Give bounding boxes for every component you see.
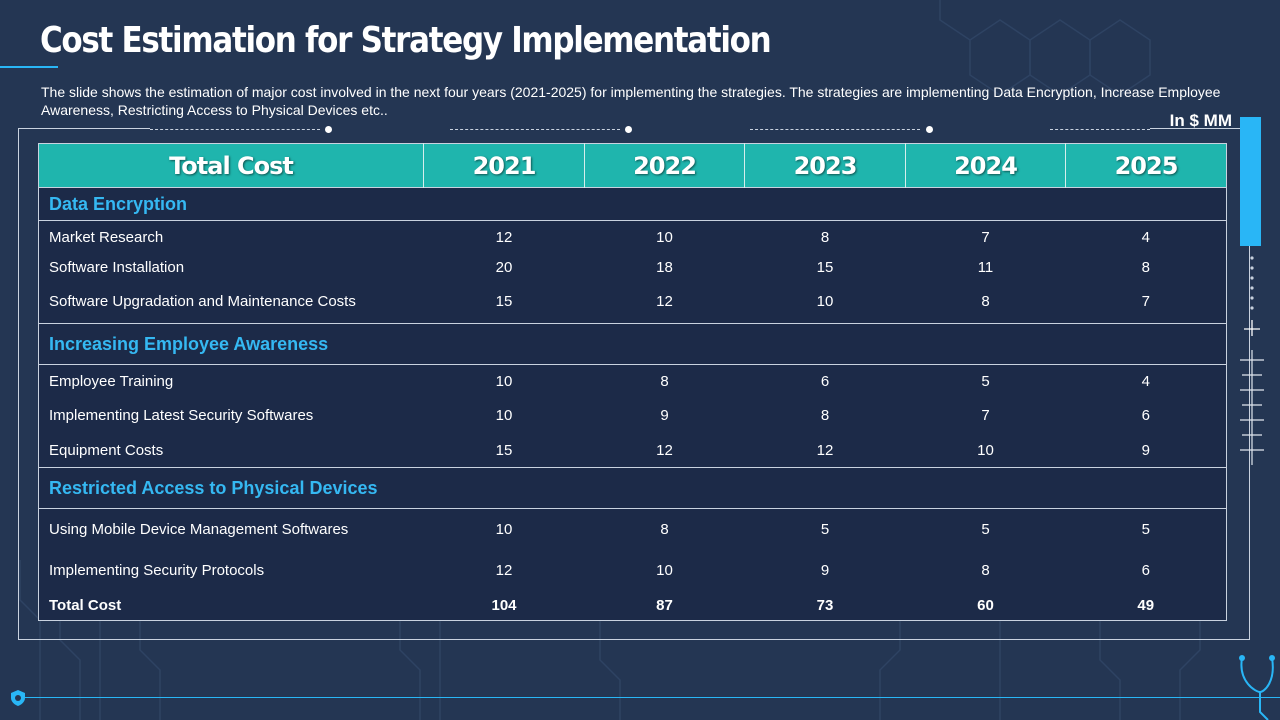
dashed-divider: [750, 129, 920, 130]
row-label: Employee Training: [49, 372, 174, 390]
cell-value: 8: [660, 520, 669, 538]
total-value: 73: [816, 596, 834, 614]
cell-value: 15: [495, 293, 513, 311]
cell-value: 8: [981, 293, 990, 311]
table-row: Implementing Security Protocols 12 10 9 …: [39, 550, 1227, 591]
column-header: 2024: [905, 143, 1066, 188]
row-label: Implementing Security Protocols: [49, 561, 265, 579]
dashed-divider: [150, 129, 320, 130]
cell-value: 12: [656, 441, 673, 459]
section-title: Restricted Access to Physical Devices: [38, 467, 1227, 509]
cell-value: 10: [495, 372, 513, 390]
column-header: 2023: [744, 143, 906, 188]
cell-value: 10: [495, 520, 513, 538]
page-title: Cost Estimation for Strategy Implementat…: [40, 20, 772, 61]
cell-value: 8: [820, 228, 830, 246]
cell-value: 5: [981, 372, 990, 390]
table-row: Software Upgradation and Maintenance Cos…: [39, 281, 1227, 324]
cell-value: 7: [981, 407, 990, 424]
cell-value: 4: [1141, 372, 1150, 390]
cell-value: 9: [1141, 441, 1150, 459]
cell-value: 9: [820, 561, 830, 579]
cell-value: 8: [981, 561, 990, 579]
cell-value: 18: [656, 258, 673, 276]
cell-value: 8: [660, 372, 669, 390]
divider-dot: [625, 126, 632, 133]
row-label: Using Mobile Device Management Softwares: [49, 520, 349, 538]
section-header: Increasing Employee Awareness: [38, 323, 1227, 365]
table-row: Employee Training 10 8 6 5 4: [39, 365, 1227, 398]
section-title: Data Encryption: [38, 187, 1227, 221]
table-row: Using Mobile Device Management Softwares…: [39, 509, 1227, 550]
cell-value: 12: [816, 441, 834, 459]
cell-value: 15: [495, 441, 513, 459]
total-value: 104: [491, 596, 517, 614]
cell-value: 6: [1141, 561, 1150, 579]
row-label: Software Upgradation and Maintenance Cos…: [49, 293, 356, 311]
section-header: Data Encryption: [38, 187, 1227, 221]
cell-value: 10: [977, 441, 994, 459]
bottom-accent-line: [24, 697, 1280, 698]
cell-value: 12: [495, 561, 513, 579]
slide-description: The slide shows the estimation of major …: [41, 84, 1221, 118]
total-label: Total Cost: [49, 596, 122, 614]
total-value: 60: [977, 596, 994, 614]
title-underline: [0, 66, 58, 68]
column-header: Total Cost: [38, 143, 424, 188]
column-header: 2025: [1065, 143, 1227, 188]
total-value: 49: [1137, 596, 1155, 614]
cell-value: 9: [660, 407, 669, 424]
divider-dot: [325, 126, 332, 133]
row-label: Implementing Latest Security Softwares: [49, 407, 314, 424]
cell-value: 15: [816, 258, 834, 276]
cell-value: 7: [981, 228, 990, 246]
row-label: Market Research: [49, 228, 164, 246]
heartbeat-icon: [1240, 256, 1264, 465]
shield-icon: [11, 690, 25, 706]
dashed-divider: [1050, 129, 1150, 130]
total-value: 87: [656, 596, 673, 614]
cell-value: 6: [1141, 407, 1150, 424]
table-row: Equipment Costs 15 12 12 10 9: [39, 434, 1227, 468]
unit-label: In $ MM: [1169, 111, 1232, 130]
cell-value: 5: [1141, 520, 1150, 538]
accent-bar: [1240, 117, 1261, 246]
cell-value: 4: [1141, 228, 1150, 246]
table-header-row: Total Cost 2021 2022 2023 2024 2025: [38, 143, 1227, 188]
dashed-divider: [450, 129, 620, 130]
cell-value: 10: [816, 293, 834, 311]
cell-value: 10: [656, 228, 673, 246]
frame-gap: [150, 126, 1150, 131]
total-row: Total Cost 104 87 73 60 49: [39, 591, 1227, 621]
cell-value: 6: [820, 372, 830, 390]
column-header: 2022: [584, 143, 745, 188]
cell-value: 7: [1141, 293, 1150, 311]
cell-value: 12: [495, 228, 513, 246]
stethoscope-icon: [1239, 655, 1275, 720]
row-label: Equipment Costs: [49, 441, 164, 459]
cell-value: 5: [820, 520, 830, 538]
cell-value: 11: [977, 258, 994, 276]
cell-value: 8: [820, 407, 830, 424]
column-header: 2021: [423, 143, 585, 188]
cell-value: 20: [495, 258, 513, 276]
row-label: Software Installation: [49, 258, 185, 276]
cell-value: 12: [656, 293, 673, 311]
table-row: Implementing Latest Security Softwares 1…: [39, 398, 1227, 434]
cost-table: Total Cost 2021 2022 2023 2024 2025 Data…: [38, 143, 1227, 621]
table-row: Market Research 12 10 8 7 4: [39, 221, 1227, 254]
cell-value: 10: [656, 561, 673, 579]
cell-value: 10: [495, 407, 513, 424]
table-row: Software Installation 20 18 15 11 8: [39, 254, 1227, 281]
cell-value: 5: [981, 520, 990, 538]
section-header: Restricted Access to Physical Devices: [38, 467, 1227, 509]
cell-value: 8: [1141, 258, 1150, 276]
divider-dot: [926, 126, 933, 133]
section-title: Increasing Employee Awareness: [38, 323, 1227, 365]
